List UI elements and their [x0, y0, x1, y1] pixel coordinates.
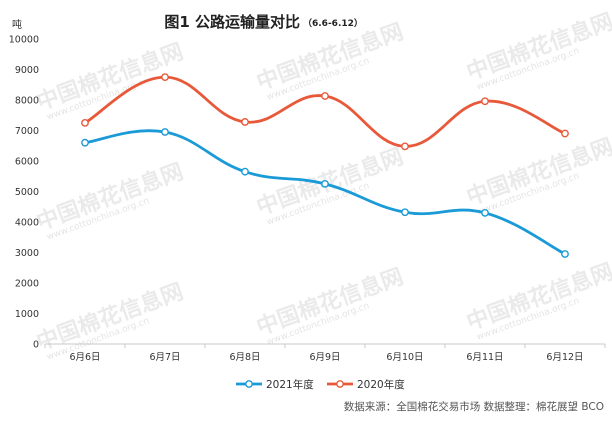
- chart-title: 图1 公路运输量对比: [164, 13, 300, 31]
- legend-swatch-marker: [245, 380, 253, 388]
- legend-item: 2020年度: [327, 378, 405, 391]
- watermark-text: 中国棉花信息网: [253, 264, 407, 341]
- data-point: [481, 208, 489, 217]
- x-tick-label: 6月10日: [386, 352, 423, 363]
- x-tick-label: 6月12日: [546, 352, 583, 363]
- x-tick-label: 6月8日: [229, 352, 260, 363]
- legend-item: 2021年度: [236, 378, 314, 391]
- legend-swatch-marker: [336, 380, 344, 388]
- series-2: [81, 73, 569, 151]
- data-point: [321, 92, 329, 100]
- data-point: [241, 118, 249, 126]
- legend-label: 2020年度: [357, 378, 405, 391]
- data-point: [561, 250, 569, 258]
- y-axis-unit-label: 吨: [12, 18, 22, 31]
- watermark-text: 中国棉花信息网: [253, 144, 407, 221]
- data-source-note: 数据来源：全国棉花交易市场 数据整理：棉花展望 BCO: [344, 400, 604, 413]
- y-tick-label: 0: [33, 340, 39, 351]
- x-axis: 6月6日 6月7日 6月8日 6月9日 6月10日 6月11日 6月12日: [44, 344, 606, 363]
- y-tick-label: 5000: [15, 187, 39, 198]
- data-point: [321, 179, 329, 188]
- legend: 2021年度 2020年度: [236, 378, 405, 391]
- x-tick-label: 6月9日: [309, 352, 340, 363]
- x-tick-label: 6月7日: [149, 352, 180, 363]
- y-tick-label: 1000: [15, 309, 39, 320]
- data-point: [561, 129, 569, 138]
- data-point: [401, 142, 409, 151]
- x-tick-label: 6月11日: [466, 352, 503, 363]
- y-tick-label: 3000: [15, 248, 39, 259]
- data-point: [81, 138, 89, 147]
- x-tick-label: 6月6日: [69, 352, 100, 363]
- y-tick-label: 4000: [15, 218, 39, 229]
- data-point: [161, 73, 169, 82]
- series-1: [81, 128, 569, 258]
- series-layer: [81, 73, 569, 258]
- y-axis: 0 1000 2000 3000 4000 5000 6000 7000 8000 9000 100…: [9, 35, 39, 351]
- watermark-text: 中国棉花信息网: [463, 259, 612, 336]
- y-tick-label: 10000: [9, 35, 39, 46]
- y-tick-label: 9000: [15, 65, 39, 76]
- data-point: [401, 208, 409, 217]
- watermark-text: 中国棉花信息网: [33, 159, 187, 236]
- data-point: [161, 128, 169, 136]
- watermark-text: 中国棉花信息网: [463, 9, 612, 86]
- watermark-text: 中国棉花信息网: [463, 134, 612, 211]
- y-tick-label: 6000: [15, 157, 39, 168]
- data-point: [481, 97, 489, 106]
- y-tick-label: 2000: [15, 279, 39, 290]
- legend-label: 2021年度: [266, 378, 314, 391]
- y-tick-label: 8000: [15, 96, 39, 107]
- y-tick-label: 7000: [15, 126, 39, 137]
- data-point: [81, 118, 89, 127]
- chart-subtitle: （6.6-6.12）: [303, 18, 363, 29]
- data-point: [241, 167, 249, 176]
